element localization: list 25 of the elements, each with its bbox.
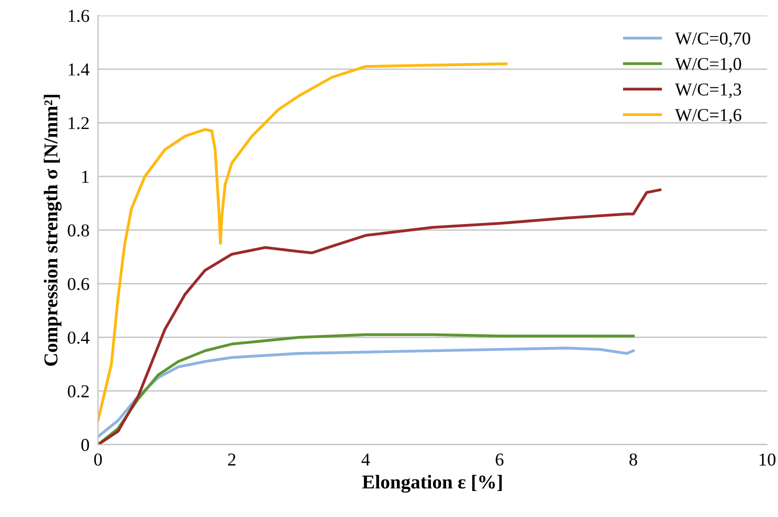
line-series	[98, 333, 635, 445]
y-tick-label: 0.8	[68, 224, 90, 237]
x-tick-label: 2	[228, 454, 236, 466]
x-tick-label: 10	[760, 453, 776, 466]
y-tick-label: 0.2	[68, 385, 89, 398]
x-axis-title: Elongation ε [%]	[362, 474, 502, 493]
y-tick-label: 1.4	[68, 63, 90, 76]
line-series	[98, 188, 662, 445]
y-tick-label: 0.4	[68, 332, 90, 344]
y-axis-title: Compression strength σ [N/mm²]	[44, 94, 62, 366]
y-tick-label: 1	[82, 170, 89, 183]
y-tick-label: 0	[81, 438, 90, 452]
legend-label: W/C=1,6	[674, 108, 742, 124]
y-tick-label: 1.6	[68, 10, 90, 22]
line-series	[98, 346, 635, 438]
x-tick-label: 0	[94, 453, 102, 466]
legend-label: W/C=1,0	[674, 58, 742, 73]
y-tick-label: 0.6	[68, 278, 90, 290]
legend-label: W/C=1,3	[674, 83, 742, 98]
line-series	[98, 62, 508, 422]
x-tick-label: 8	[629, 453, 638, 466]
y-tick-label: 1.2	[68, 117, 89, 130]
legend-label: W/C=0,70	[674, 32, 750, 48]
x-tick-label: 4	[362, 454, 370, 466]
x-tick-label: 6	[496, 454, 504, 466]
